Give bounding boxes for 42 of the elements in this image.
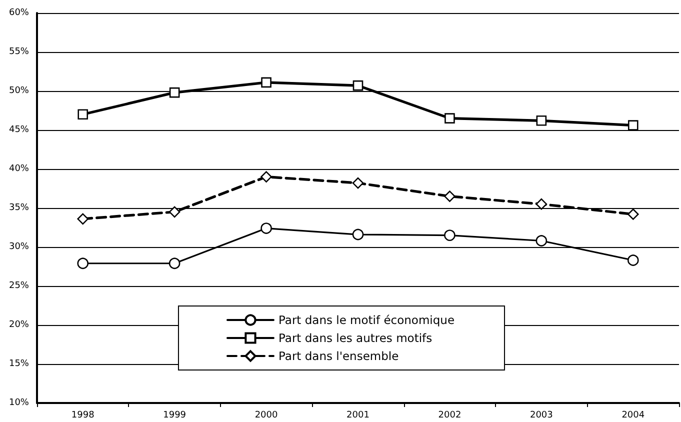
- point: [352, 177, 364, 189]
- y-tick-label: 55%: [8, 47, 30, 57]
- legend-label: Part dans l'ensemble: [278, 349, 399, 363]
- y-tick-label: 25%: [8, 281, 30, 291]
- y-tick-label: 45%: [8, 125, 30, 135]
- point: [627, 208, 639, 220]
- x-tick-label: 1998: [71, 410, 95, 420]
- y-tick-label: 50%: [8, 86, 30, 96]
- point: [168, 258, 180, 270]
- y-tick-label: 10%: [8, 398, 30, 408]
- y-tick-label: 40%: [8, 164, 30, 174]
- y-tick-label: 60%: [8, 8, 30, 18]
- point: [628, 254, 639, 266]
- point: [261, 77, 272, 88]
- point: [444, 230, 456, 241]
- y-tick-label: 30%: [8, 242, 30, 252]
- point: [78, 109, 88, 120]
- point: [260, 171, 272, 182]
- point: [77, 258, 89, 270]
- x-tick-label: 2003: [530, 410, 553, 420]
- point: [352, 228, 364, 240]
- point: [77, 213, 89, 225]
- point: [536, 115, 547, 126]
- x-tick-label: 2002: [438, 410, 462, 420]
- x-tick-label: 1999: [163, 410, 186, 420]
- legend-label: Part dans les autres motifs: [278, 331, 432, 345]
- point: [536, 235, 548, 246]
- y-tick-label: 20%: [8, 320, 30, 330]
- y-tick-label: 15%: [8, 359, 30, 369]
- point: [444, 190, 456, 202]
- x-tick-label: 2001: [346, 410, 370, 420]
- point: [260, 222, 272, 234]
- point: [352, 80, 364, 91]
- point: [169, 87, 180, 98]
- point: [444, 113, 455, 124]
- point: [536, 198, 548, 210]
- x-tick-label: 2000: [254, 410, 278, 420]
- legend-label: Part dans le motif économique: [278, 313, 455, 327]
- point: [628, 120, 638, 130]
- y-tick-label: 35%: [8, 203, 30, 213]
- point: [168, 206, 180, 218]
- x-tick-label: 2004: [622, 410, 645, 420]
